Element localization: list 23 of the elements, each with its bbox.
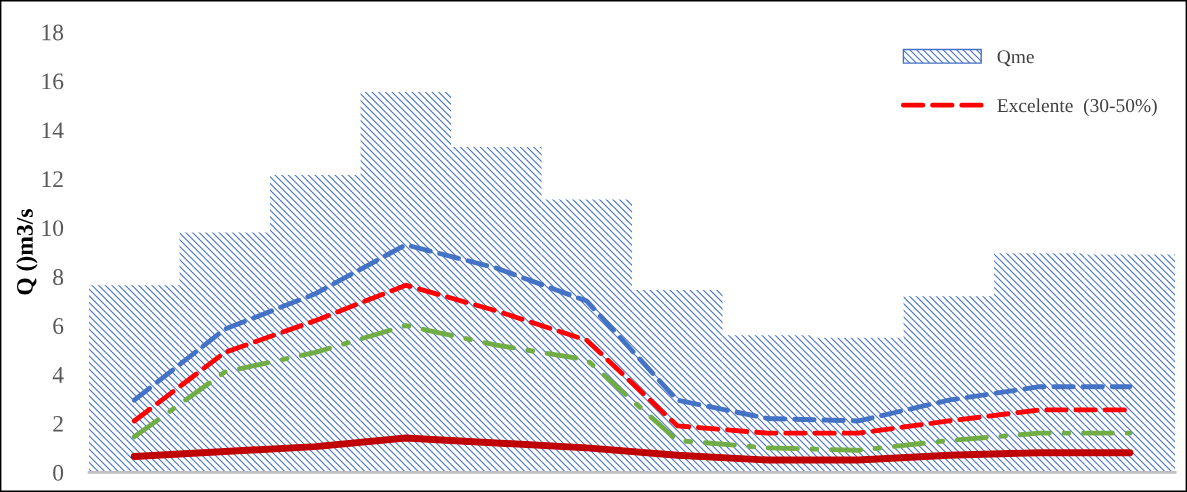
y-tick-label: 8	[53, 269, 64, 286]
bar	[994, 253, 1085, 473]
legend-label: Excelente (30-50%)	[997, 98, 1157, 117]
y-tick-label: 14	[42, 122, 64, 139]
bar	[541, 199, 633, 473]
legend-label: Qme	[997, 50, 1034, 67]
bar	[270, 175, 361, 473]
line-series	[131, 323, 1133, 453]
y-tick-label: 0	[53, 464, 64, 481]
y-tick-label: 16	[42, 73, 64, 90]
y-tick-label: 18	[42, 24, 64, 41]
y-tick-label: 6	[53, 318, 64, 334]
bar	[179, 232, 271, 473]
line-series	[131, 242, 1133, 424]
y-tick-label: 4	[52, 367, 64, 383]
y-tick-label: 10	[42, 220, 64, 237]
bar	[451, 146, 542, 473]
y-tick-label: 12	[42, 171, 63, 187]
bar	[1084, 254, 1176, 473]
bar	[89, 285, 180, 473]
y-tick-label: 2	[53, 415, 63, 432]
bar	[360, 91, 452, 473]
y-axis-title: Q ()m3/s	[16, 209, 38, 295]
